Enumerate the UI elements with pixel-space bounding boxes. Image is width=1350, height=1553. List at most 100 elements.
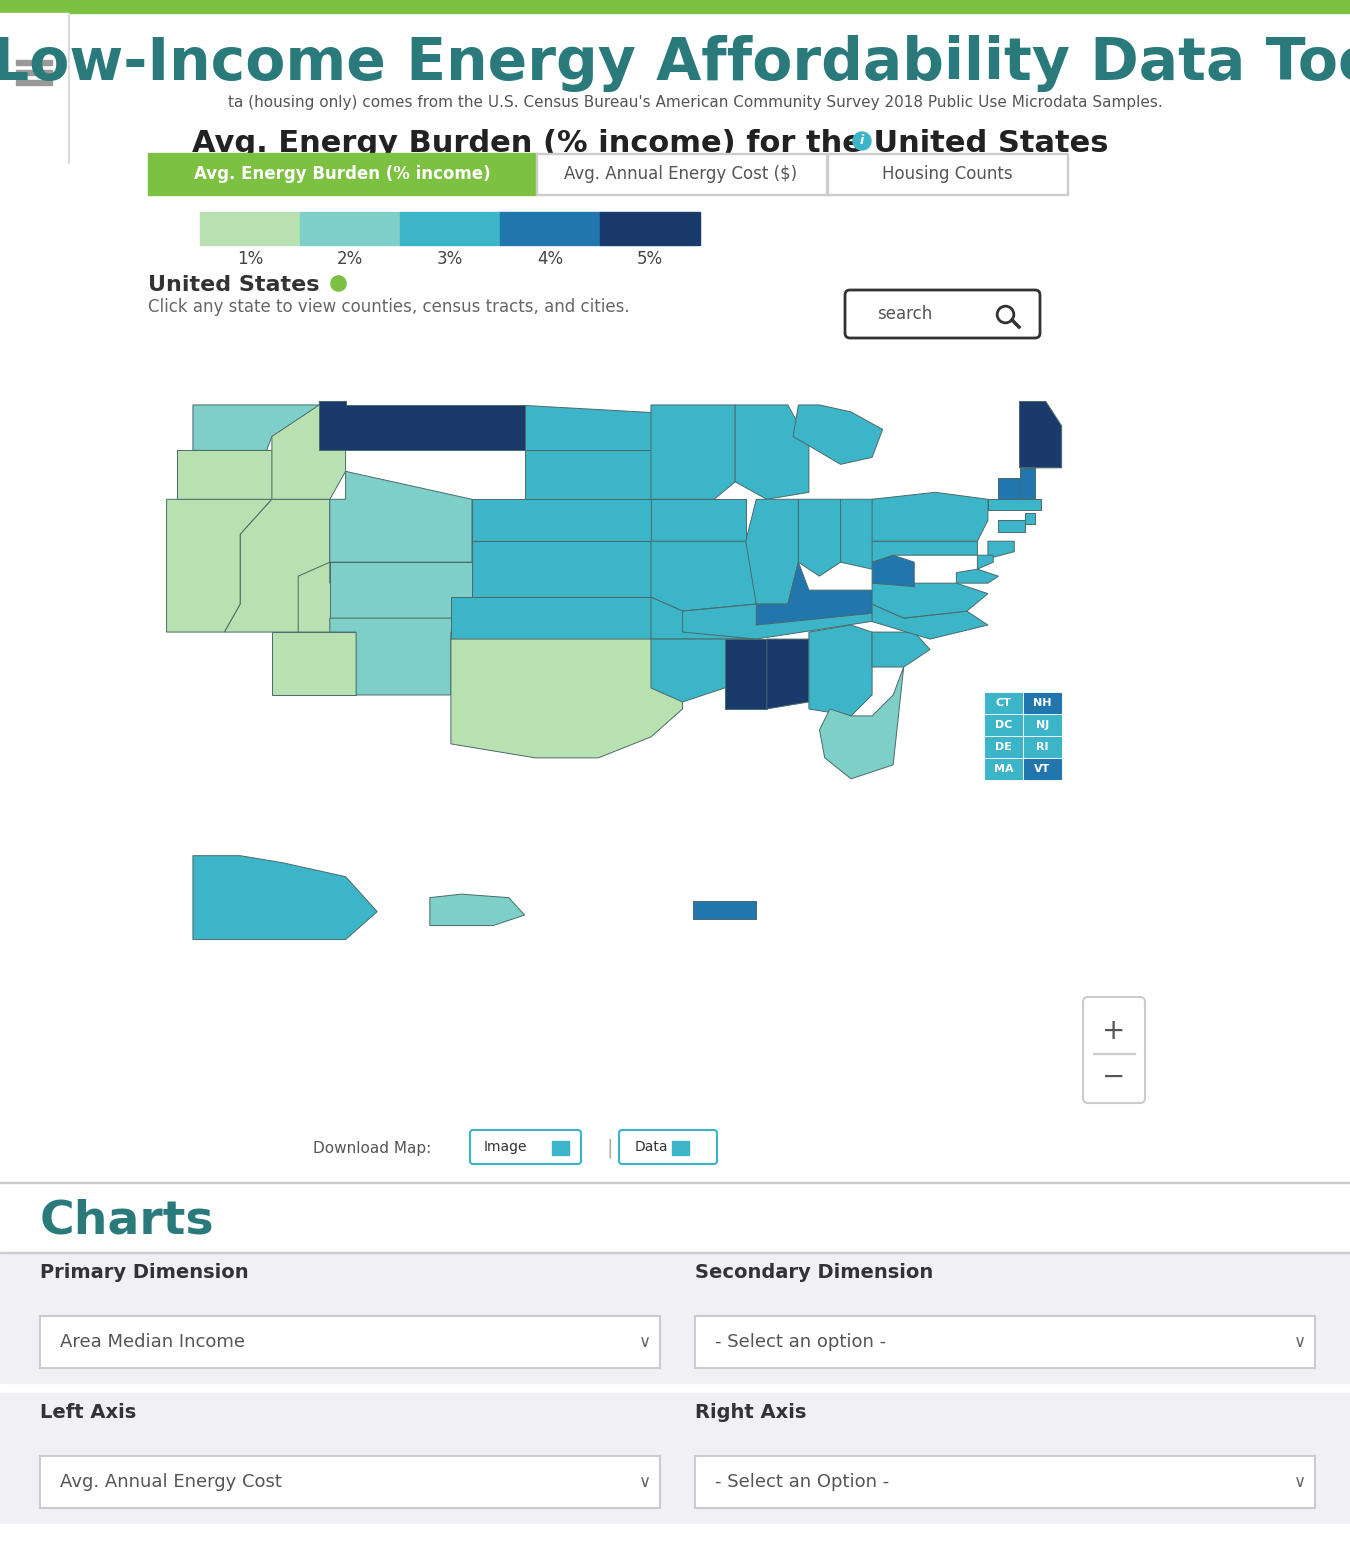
Polygon shape <box>725 640 767 708</box>
Bar <box>672 1141 688 1155</box>
Polygon shape <box>651 405 736 499</box>
Polygon shape <box>451 640 683 758</box>
Text: ∨: ∨ <box>639 1332 651 1351</box>
Text: Avg. Energy Burden (% income) for the United States: Avg. Energy Burden (% income) for the Un… <box>192 129 1108 157</box>
Text: ∨: ∨ <box>639 1472 651 1491</box>
Polygon shape <box>651 640 756 702</box>
Polygon shape <box>683 604 894 640</box>
Text: Left Axis: Left Axis <box>40 1404 136 1423</box>
Polygon shape <box>872 540 977 562</box>
Text: 1%: 1% <box>236 250 263 269</box>
Bar <box>1025 759 1061 780</box>
Polygon shape <box>872 582 988 618</box>
Text: −: − <box>1103 1062 1126 1092</box>
Polygon shape <box>651 598 756 640</box>
Bar <box>986 759 1022 780</box>
Text: i: i <box>860 135 864 148</box>
Polygon shape <box>329 618 472 696</box>
Bar <box>0 1253 1350 1384</box>
Polygon shape <box>794 405 883 464</box>
Text: DE: DE <box>995 742 1012 752</box>
Text: United States: United States <box>148 275 320 295</box>
Polygon shape <box>451 598 651 640</box>
Polygon shape <box>472 540 651 598</box>
Text: RI: RI <box>1037 742 1049 752</box>
Text: ∨: ∨ <box>1293 1472 1305 1491</box>
FancyBboxPatch shape <box>845 290 1040 339</box>
Polygon shape <box>872 632 930 668</box>
Polygon shape <box>736 405 809 499</box>
Polygon shape <box>1019 401 1061 467</box>
Bar <box>500 213 599 245</box>
Text: CT: CT <box>995 697 1011 708</box>
Polygon shape <box>525 405 651 450</box>
Polygon shape <box>329 472 472 562</box>
FancyBboxPatch shape <box>695 1457 1315 1508</box>
Text: Housing Counts: Housing Counts <box>882 165 1012 183</box>
Polygon shape <box>1025 512 1035 523</box>
Polygon shape <box>988 540 1014 559</box>
Bar <box>400 213 500 245</box>
Text: - Select an option -: - Select an option - <box>716 1332 886 1351</box>
Bar <box>16 70 53 75</box>
Bar <box>536 154 826 196</box>
Polygon shape <box>525 450 651 499</box>
Bar <box>986 738 1022 756</box>
Bar <box>300 213 400 245</box>
Polygon shape <box>988 499 1041 509</box>
Polygon shape <box>999 478 1019 499</box>
Polygon shape <box>872 604 988 640</box>
FancyBboxPatch shape <box>695 1315 1315 1368</box>
Text: +: + <box>1103 1017 1126 1045</box>
Polygon shape <box>651 540 756 612</box>
Polygon shape <box>651 499 745 540</box>
Polygon shape <box>1019 467 1035 499</box>
Bar <box>16 81 53 85</box>
Polygon shape <box>472 499 651 540</box>
Polygon shape <box>298 562 356 632</box>
FancyBboxPatch shape <box>1083 997 1145 1103</box>
Bar <box>148 154 536 196</box>
Text: NJ: NJ <box>1035 721 1049 730</box>
Text: Secondary Dimension: Secondary Dimension <box>695 1264 933 1283</box>
Bar <box>0 0 1350 12</box>
Text: Primary Dimension: Primary Dimension <box>40 1264 248 1283</box>
Polygon shape <box>319 401 525 450</box>
Text: ta (housing only) comes from the U.S. Census Bureau's American Community Survey : ta (housing only) comes from the U.S. Ce… <box>228 95 1162 110</box>
Text: 2%: 2% <box>338 250 363 269</box>
Bar <box>0 1393 1350 1523</box>
Text: NH: NH <box>1033 697 1052 708</box>
Text: Area Median Income: Area Median Income <box>59 1332 244 1351</box>
Polygon shape <box>329 562 472 618</box>
Bar <box>986 714 1022 735</box>
Bar <box>1025 738 1061 756</box>
Text: Avg. Annual Energy Cost ($): Avg. Annual Energy Cost ($) <box>564 165 798 183</box>
Bar <box>0 12 68 163</box>
Bar <box>986 693 1022 713</box>
Bar <box>1025 693 1061 713</box>
Bar <box>599 213 701 245</box>
Text: Charts: Charts <box>40 1199 215 1244</box>
Polygon shape <box>193 405 319 450</box>
Polygon shape <box>224 499 329 632</box>
Polygon shape <box>756 562 894 632</box>
Text: 5%: 5% <box>637 250 663 269</box>
Text: search: search <box>878 304 933 323</box>
Polygon shape <box>809 624 872 716</box>
Polygon shape <box>872 492 988 540</box>
Text: ∨: ∨ <box>1293 1332 1305 1351</box>
Text: DC: DC <box>995 721 1012 730</box>
FancyBboxPatch shape <box>620 1131 717 1165</box>
Polygon shape <box>271 632 356 696</box>
Text: Data: Data <box>634 1140 668 1154</box>
Bar <box>200 213 300 245</box>
FancyBboxPatch shape <box>40 1457 660 1508</box>
Text: Avg. Energy Burden (% income): Avg. Energy Burden (% income) <box>193 165 490 183</box>
Text: Download Map:: Download Map: <box>313 1140 431 1155</box>
Text: Right Axis: Right Axis <box>695 1404 806 1423</box>
Polygon shape <box>767 640 809 708</box>
Polygon shape <box>872 556 914 587</box>
Polygon shape <box>429 895 525 926</box>
FancyBboxPatch shape <box>470 1131 580 1165</box>
Polygon shape <box>841 499 894 570</box>
